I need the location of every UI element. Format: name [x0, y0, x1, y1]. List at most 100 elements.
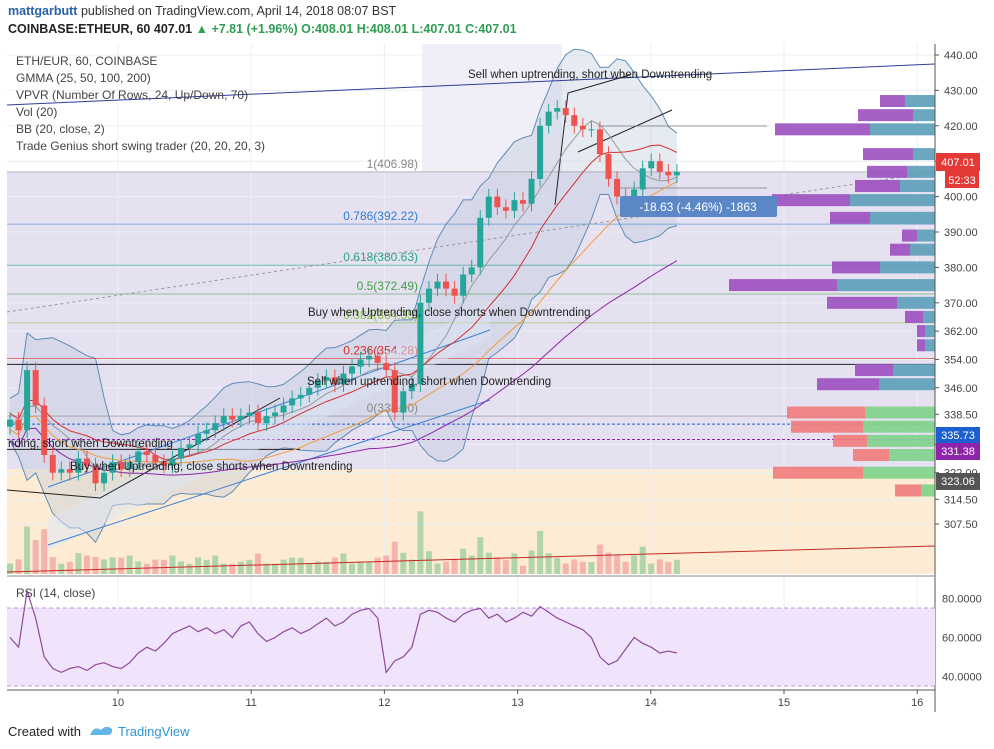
fib-label: 0.5(372.49) — [357, 279, 418, 293]
vpvr-up — [863, 466, 935, 479]
vpvr-down — [830, 211, 870, 224]
fib-label: 0.786(392.22) — [343, 209, 418, 223]
volume-bar — [648, 563, 655, 574]
candle-body — [101, 472, 108, 484]
vpvr-down — [880, 95, 905, 108]
publish-line: mattgarbutt published on TradingView.com… — [8, 4, 396, 18]
vpvr-up — [913, 148, 935, 161]
vpvr-up — [865, 406, 935, 419]
volume-bar — [237, 561, 244, 574]
fib-label: 1(406.98) — [367, 157, 418, 171]
volume-bar — [101, 559, 108, 574]
fib-label: 0.618(380.63) — [343, 250, 418, 264]
candle-body — [665, 171, 672, 176]
ohlc-open: O:408.01 — [301, 22, 354, 36]
vpvr-up — [893, 364, 935, 377]
note-sell-top[interactable]: Sell when uptrending, short when Downtre… — [468, 69, 712, 81]
volume-bar — [118, 557, 125, 574]
candle-body — [306, 387, 313, 395]
volume-bar — [143, 563, 150, 574]
volume-bar — [32, 540, 39, 574]
candle-body — [614, 178, 621, 197]
vpvr-up — [925, 325, 935, 338]
vpvr-up — [907, 165, 935, 178]
note-sell-mid[interactable]: Sell when uptrending, short when Downtre… — [307, 376, 551, 388]
vpvr-up — [880, 261, 935, 274]
indicator-legend: ETH/EUR, 60, COINBASE GMMA (25, 50, 100,… — [16, 54, 265, 153]
volume-bar — [58, 563, 65, 574]
legend-trade-genius[interactable]: Trade Genius short swing trader (20, 20,… — [16, 139, 265, 153]
candle-body — [502, 207, 509, 211]
price-tick: 307.50 — [944, 519, 978, 531]
rsi-line — [9, 590, 678, 674]
time-axis[interactable]: 10 11 12 13 14 15 16 — [7, 689, 935, 709]
volume-bar — [383, 555, 390, 574]
footer-brand-link[interactable]: TradingView — [118, 724, 190, 739]
volume-bar — [579, 561, 586, 574]
vpvr-down — [791, 420, 863, 433]
candle-body — [32, 370, 39, 406]
candle-body — [178, 447, 184, 459]
vpvr-down — [895, 484, 921, 497]
volume-bar — [485, 552, 492, 574]
price-change: ▲ +7.81 (+1.96%) — [195, 22, 298, 36]
price-tick: 338.50 — [944, 409, 978, 421]
volume-bar — [545, 553, 552, 574]
author-link[interactable]: mattgarbutt — [8, 4, 78, 18]
purple-line-tag — [936, 443, 980, 460]
legend-vpvr[interactable]: VPVR (Number Of Rows, 24, Up/Down, 70) — [16, 88, 248, 102]
volume-bar — [588, 562, 595, 574]
volume-bar — [66, 561, 73, 574]
time-tick: 14 — [645, 697, 657, 709]
legend-bb[interactable]: BB (20, close, 2) — [16, 122, 105, 136]
rsi-band — [7, 608, 935, 686]
vpvr-up — [905, 95, 935, 108]
time-tick: 15 — [778, 697, 790, 709]
legend-gmma[interactable]: GMMA (25, 50, 100, 200) — [16, 71, 151, 85]
chart-canvas[interactable]: 1(406.98) 0.786(392.22) 0.618(380.63) 0.5(3… — [0, 0, 994, 712]
candle-body — [83, 458, 90, 466]
candle-body — [511, 200, 518, 211]
volume-bar — [434, 563, 441, 574]
volume-bar — [631, 555, 638, 574]
volume-bar — [366, 561, 373, 574]
volume-bar — [280, 559, 287, 574]
vpvr-down — [905, 310, 923, 323]
volume-bar — [408, 559, 415, 574]
candle-body — [588, 129, 595, 131]
candle-body — [425, 288, 432, 303]
volume-bar — [349, 563, 355, 574]
price-tick: 420.00 — [944, 121, 978, 133]
candle-body — [195, 433, 202, 445]
ma-red — [9, 144, 678, 460]
candle-body — [554, 108, 561, 112]
price-tick: 440.00 — [944, 50, 978, 62]
vpvr-down — [855, 179, 900, 192]
candle-body — [434, 281, 441, 289]
vpvr-down — [902, 229, 917, 242]
vpvr-up — [910, 243, 935, 256]
price-axis[interactable]: 440.00430.00420.00410.00400.00390.00380.… — [934, 44, 980, 712]
note-left-cut[interactable]: nding, short when Downtrending — [8, 438, 173, 450]
volume-bar — [212, 555, 219, 574]
candle-body — [451, 288, 458, 296]
channel-low — [47, 399, 491, 546]
vpvr-down — [853, 449, 889, 462]
volume-bar — [263, 563, 270, 574]
volume-bar — [340, 553, 347, 574]
note-buy-low[interactable]: Buy when Uptrending, close shorts when D… — [70, 461, 353, 473]
ohlc-high: H:408.01 — [356, 22, 409, 36]
channel-fill — [48, 302, 490, 551]
volume-bar — [195, 557, 202, 574]
symbol-line: COINBASE:ETHEUR, 60 407.01 ▲ +7.81 (+1.9… — [8, 22, 517, 36]
rsi-label[interactable]: RSI (14, close) — [16, 586, 95, 600]
candle-body — [160, 462, 167, 466]
candle-body — [545, 111, 552, 126]
candle-body — [41, 405, 48, 456]
volume-bar — [152, 559, 159, 574]
vpvr-down — [890, 243, 910, 256]
note-buy-mid[interactable]: Buy when Uptrending, close shorts when D… — [308, 307, 591, 319]
volume-bar — [673, 559, 680, 574]
legend-volume[interactable]: Vol (20) — [16, 105, 57, 119]
candle-body — [135, 451, 142, 463]
